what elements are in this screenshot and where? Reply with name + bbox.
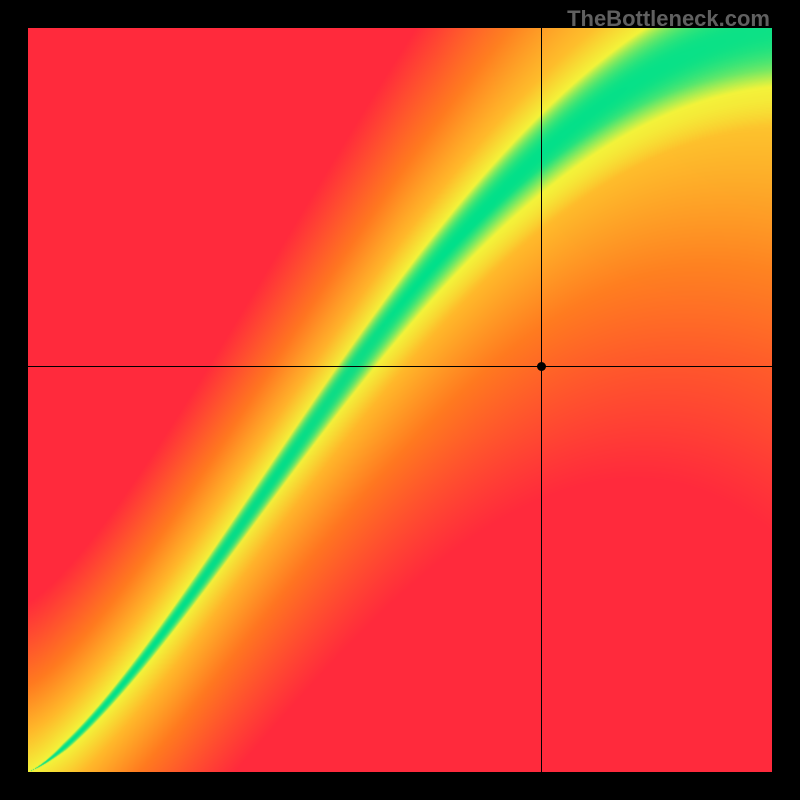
watermark-text: TheBottleneck.com — [567, 6, 770, 32]
bottleneck-heatmap — [28, 28, 772, 772]
crosshair-vertical — [541, 28, 542, 772]
marker-dot — [537, 362, 546, 371]
crosshair-horizontal — [28, 366, 772, 367]
